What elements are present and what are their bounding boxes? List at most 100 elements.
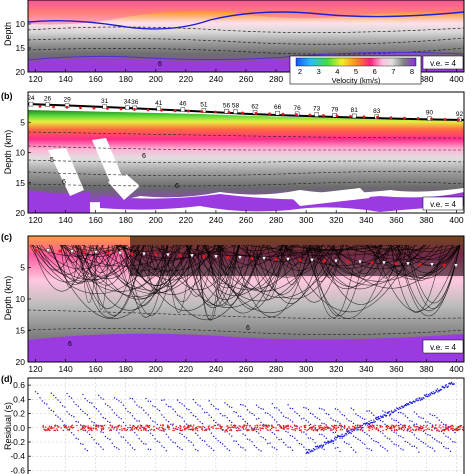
residual-point <box>404 415 407 417</box>
residual-point <box>145 425 147 427</box>
residual-point <box>377 441 380 444</box>
residual-point <box>357 438 359 440</box>
residual-point <box>362 426 364 429</box>
residual-point <box>165 433 168 435</box>
residual-point <box>116 427 118 430</box>
residual-point <box>400 407 402 410</box>
residual-point <box>388 415 391 417</box>
x-tick-label: 200 <box>149 74 163 84</box>
residual-point <box>197 434 199 437</box>
residual-point <box>212 405 215 407</box>
residual-point <box>346 434 348 436</box>
residual-point <box>52 410 55 413</box>
residual-point <box>443 432 445 435</box>
residual-point <box>311 428 313 431</box>
residual-point <box>332 425 334 427</box>
residual-point <box>393 429 396 432</box>
residual-point <box>63 424 65 427</box>
residual-point <box>64 426 67 429</box>
residual-point <box>262 408 264 410</box>
residual-point <box>188 408 190 411</box>
residual-point <box>237 415 240 417</box>
residual-point <box>359 424 361 427</box>
residual-point <box>161 426 163 428</box>
residual-point <box>442 426 444 428</box>
residual-point <box>433 450 436 452</box>
residual-point <box>147 414 149 416</box>
colorbar-ticks: 2 3 4 5 6 7 8 <box>298 67 414 76</box>
residual-point <box>75 420 77 423</box>
residual-point <box>254 425 256 427</box>
residual-point <box>305 407 307 409</box>
residual-point <box>70 431 73 434</box>
panel-b-label: (b) <box>1 91 13 101</box>
residual-point <box>109 428 112 431</box>
residual-point <box>138 437 140 440</box>
residual-point <box>285 425 287 427</box>
residual-point <box>80 428 82 431</box>
residual-point <box>321 426 323 428</box>
residual-point <box>381 426 383 428</box>
residual-point <box>370 449 373 452</box>
residual-point <box>88 433 91 436</box>
residual-point <box>242 425 244 427</box>
residual-point <box>235 429 238 432</box>
x-tick-label: 240 <box>209 215 223 225</box>
residual-point <box>82 410 84 413</box>
residual-point <box>300 443 303 446</box>
residual-point <box>398 426 400 429</box>
residual-point <box>333 440 335 442</box>
residual-point <box>200 428 203 430</box>
x-tick-label: 300 <box>299 364 313 374</box>
residual-point <box>422 430 425 432</box>
residual-point <box>364 424 367 426</box>
residual-point <box>282 441 285 444</box>
residual-point <box>367 424 369 426</box>
residual-point <box>445 426 447 428</box>
residual-point <box>273 447 276 449</box>
residual-point <box>219 441 222 444</box>
residual-point <box>325 424 327 426</box>
station-label: 66 <box>274 104 282 111</box>
residual-point <box>262 427 264 430</box>
residual-point <box>406 416 409 419</box>
residual-point <box>322 445 324 447</box>
residual-point <box>449 438 452 440</box>
residual-point <box>304 428 306 431</box>
shot-marker <box>241 111 244 115</box>
panel-b-stations: 24 26 29 31 34 36 41 46 51 56 58 62 66 73 76 79 81 83 90 92 <box>27 95 463 123</box>
residual-point <box>285 416 287 419</box>
residual-point <box>452 440 454 443</box>
residual-point <box>429 394 432 396</box>
ray-path <box>29 244 104 283</box>
panel-c-contours <box>28 309 464 335</box>
residual-point <box>156 427 158 430</box>
residual-point <box>341 433 343 436</box>
residual-point <box>229 426 232 429</box>
residual-point <box>264 412 267 414</box>
ray-path <box>32 244 92 292</box>
residual-point <box>238 427 240 430</box>
residual-point <box>141 426 144 428</box>
residual-point <box>394 409 396 411</box>
residual-point <box>81 425 84 427</box>
residual-point <box>224 402 226 404</box>
residual-point <box>397 421 400 424</box>
shot-marker <box>443 117 447 121</box>
residual-point <box>259 429 262 431</box>
panel-c-label: (c) <box>1 232 12 242</box>
x-tick-label: 280 <box>269 74 283 84</box>
residual-point <box>393 419 395 421</box>
residual-point <box>350 407 352 409</box>
colorbar-tick-label: 8 <box>410 67 414 76</box>
residual-point <box>69 426 72 428</box>
residual-point <box>148 426 151 429</box>
residual-point <box>417 399 420 401</box>
residual-point <box>138 420 140 422</box>
residual-point <box>174 442 177 444</box>
residual-point <box>455 429 458 431</box>
residual-point <box>350 432 352 435</box>
residual-point <box>431 429 433 431</box>
residual-point <box>190 411 192 414</box>
residual-point <box>175 425 178 428</box>
